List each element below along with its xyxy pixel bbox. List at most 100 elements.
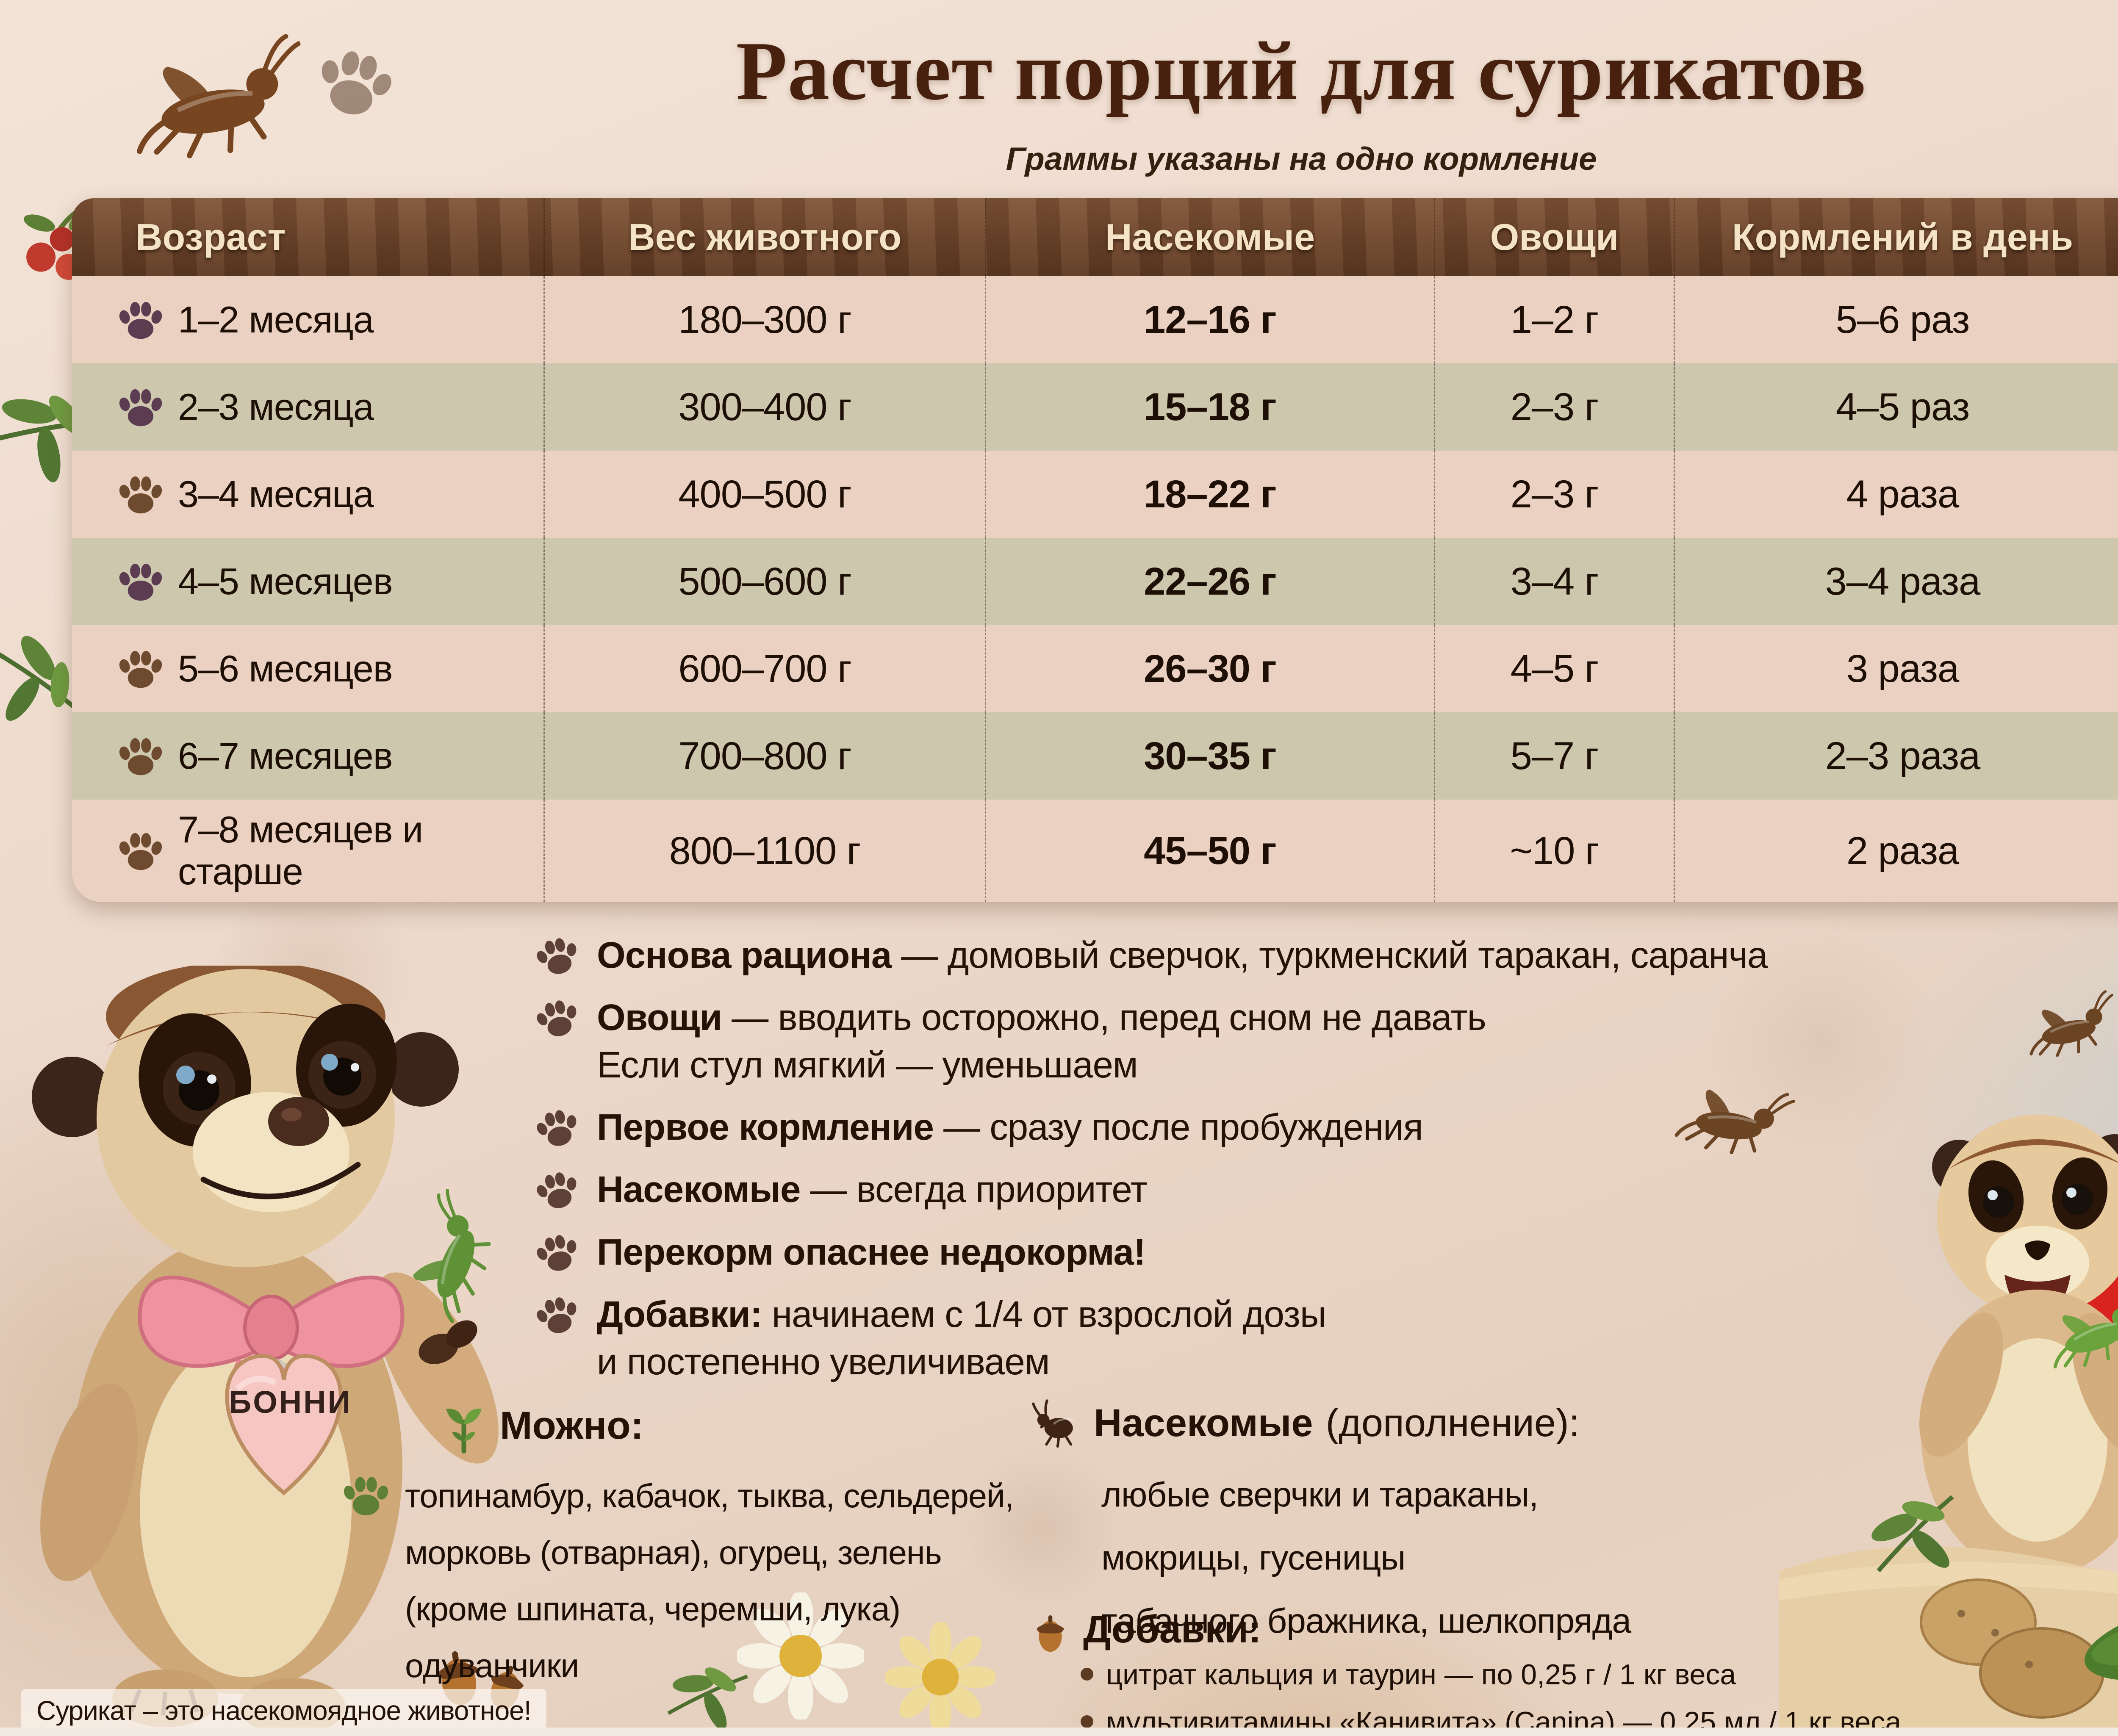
cell-age: 1–2 месяца [178,298,374,341]
cell-veg: 2–3 г [1435,363,1675,451]
col-header-age: Возраст [72,198,545,276]
cell-age: 6–7 месяцев [178,734,393,777]
cell-insects: 30–35 г [986,712,1435,800]
cell-weight: 800–1100 г [545,800,986,902]
cell-veg: 1–2 г [1435,276,1675,363]
note-rest: домовый сверчок, туркменский таракан, са… [947,935,1768,976]
right-meerkats-illustration [1779,961,2118,1736]
table-row: 3–4 месяца 400–500 г 18–22 г 2–3 г 4 раз… [72,451,2118,538]
allowed-line: одуванчики [405,1646,579,1684]
note-vegetables: Овощи — вводить осторожно, перед сном не… [536,994,2002,1088]
table-header-row: Возраст Вес животного Насекомые Овощи Ко… [72,198,2118,276]
cell-weight: 400–500 г [545,451,986,538]
note-rest: сразу после пробуждения [990,1107,1423,1148]
col-header-veg: Овощи [1435,198,1675,276]
note-lead: Добавки: [597,1294,762,1335]
acorn-icon [1030,1604,1070,1654]
feeding-table: Возраст Вес животного Насекомые Овощи Ко… [72,198,2118,902]
paw-icon [118,471,164,517]
paw-bullet-icon [531,1289,584,1341]
bottom-edge-strip [0,1728,2118,1736]
cell-feedings: 2 раза [1675,800,2118,902]
allowed-list: топинамбур, кабачок, тыква, сельдерей, м… [342,1467,1126,1694]
note-lead: Насекомые [597,1169,801,1210]
left-meerkat-name-tag: БОННИ [229,1384,352,1420]
insects-extra-section-header: Насекомые (дополнение): [1030,1398,1580,1448]
cell-veg: 5–7 г [1435,712,1675,800]
insects-extra-line: любые сверчки и тараканы, [1101,1476,1539,1514]
allowed-line: топинамбур, кабачок, тыква, сельдерей, [405,1477,1014,1515]
paw-icon [118,559,164,604]
paw-bullet-icon [531,1227,584,1279]
note-lead: Первое кормление [597,1107,934,1148]
note-supplements-dose: Добавки: начинаем с 1/4 от взрослой дозы… [536,1291,2002,1385]
note-lead: Овощи [597,997,722,1038]
paw-bullet-icon [531,1102,584,1154]
cell-feedings: 3–4 раза [1675,538,2118,625]
table-row: 6–7 месяцев 700–800 г 30–35 г 5–7 г 2–3 … [72,712,2118,800]
note-rest: начинаем с 1/4 от взрослой дозы [771,1294,1326,1335]
allowed-line: морковь (отварная), огурец, зелень [405,1533,942,1571]
insects-extra-line: мокрицы, гусеницы [1101,1539,1406,1578]
note-first-feeding: Первое кормление — сразу после пробужден… [536,1104,2002,1151]
table-row: 2–3 месяца 300–400 г 15–18 г 2–3 г 4–5 р… [72,363,2118,451]
note-rest: вводить осторожно, перед сном не давать [778,997,1486,1038]
cell-insects: 22–26 г [986,538,1435,625]
insects-extra-title: Насекомые [1094,1401,1313,1445]
table-row: 5–6 месяцев 600–700 г 26–30 г 4–5 г 3 ра… [72,625,2118,712]
paw-bullet-icon [531,930,584,982]
insects-extra-list: любые сверчки и тараканы, мокрицы, гусен… [1101,1463,1864,1653]
cell-weight: 500–600 г [545,538,986,625]
paw-icon [118,828,164,874]
feeding-notes: Основа рациона — домовый сверчок, туркме… [536,932,2002,1401]
green-paw-icon [342,1472,390,1519]
note-diet-base: Основа рациона — домовый сверчок, туркме… [536,932,2002,979]
cell-feedings: 4 раза [1675,451,2118,538]
cell-insects: 12–16 г [986,276,1435,363]
note-sep [762,1294,772,1335]
paw-icon [118,384,164,430]
allowed-section-header: Можно: [441,1398,643,1454]
page-title: Расчет порций для сурикатов [736,25,1867,117]
supplements-title: Добавки: [1083,1607,1261,1651]
paw-bullet-icon [531,1164,584,1217]
paw-icon [118,733,164,779]
cell-age: 3–4 месяца [178,473,374,515]
col-header-feedings: Кормлений в день [1675,198,2118,276]
cell-insects: 26–30 г [986,625,1435,712]
note-rest: всегда приоритет [856,1169,1148,1210]
cell-veg: 3–4 г [1435,538,1675,625]
paw-bullet-icon [531,992,584,1045]
insects-extra-title-rest: (дополнение): [1325,1401,1580,1445]
paw-icon [118,646,164,692]
allowed-line: (кроме шпината, черемши, лука) [405,1590,901,1628]
supplement-item: цитрат кальция и таурин — по 0,25 г / 1 … [1078,1660,2118,1689]
cell-veg: 4–5 г [1435,625,1675,712]
note-sep: — [891,935,948,976]
cell-insects: 18–22 г [986,451,1435,538]
note-sep: — [800,1169,857,1210]
cell-feedings: 3 раза [1675,625,2118,712]
note-lead: Перекорм опаснее недокорма! [597,1231,1146,1273]
cell-veg: 2–3 г [1435,451,1675,538]
cell-weight: 300–400 г [545,363,986,451]
note-line2: Если стул мягкий — уменьшаем [597,1044,1138,1085]
col-header-weight: Вес животного [545,198,986,276]
insects-extra-line: табачного бражника, шелкопряда [1101,1602,1631,1641]
note-insects-priority: Насекомые — всегда приоритет [536,1166,2002,1213]
left-meerkat-illustration [0,961,551,1736]
cell-feedings: 4–5 раз [1675,363,2118,451]
allowed-title: Можно: [500,1404,644,1447]
sprout-icon [441,1398,487,1454]
note-overfeeding: Перекорм опаснее недокорма! [536,1229,2002,1276]
cell-insects: 15–18 г [986,363,1435,451]
paw-icon [118,297,164,343]
cell-age: 7–8 месяцев и старше [178,808,423,892]
note-sep: — [933,1107,990,1148]
col-header-insects: Насекомые [986,198,1435,276]
cell-weight: 180–300 г [545,276,986,363]
note-lead: Основа рациона [597,935,892,976]
table-row: 4–5 месяцев 500–600 г 22–26 г 3–4 г 3–4 … [72,538,2118,625]
insect-icon [1030,1398,1081,1448]
cell-feedings: 5–6 раз [1675,276,2118,363]
